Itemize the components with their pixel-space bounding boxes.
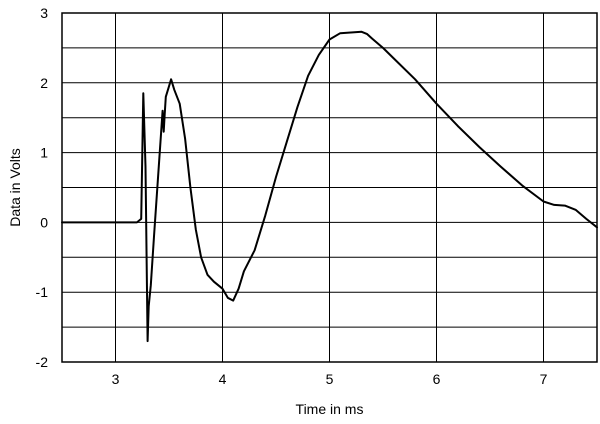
x-tick-label: 4 [219,371,227,387]
y-tick-label: -2 [36,354,49,370]
x-tick-label: 6 [433,371,441,387]
y-tick-label: -1 [36,284,49,300]
plot-frame [61,12,598,363]
y-tick-label: 0 [40,214,48,230]
y-tick-label: 3 [40,5,48,21]
y-tick-label: 2 [40,75,48,91]
x-tick-label: 5 [326,371,334,387]
x-tick-label: 7 [540,371,548,387]
y-tick-label: 1 [40,145,48,161]
x-axis-label: Time in ms [296,401,364,417]
tick-labels: 3 4 5 6 7 3 2 1 0 -1 -2 [36,5,548,387]
x-tick-label: 3 [112,371,120,387]
series-line [61,30,598,343]
y-axis-label: Data in Volts [7,148,23,227]
